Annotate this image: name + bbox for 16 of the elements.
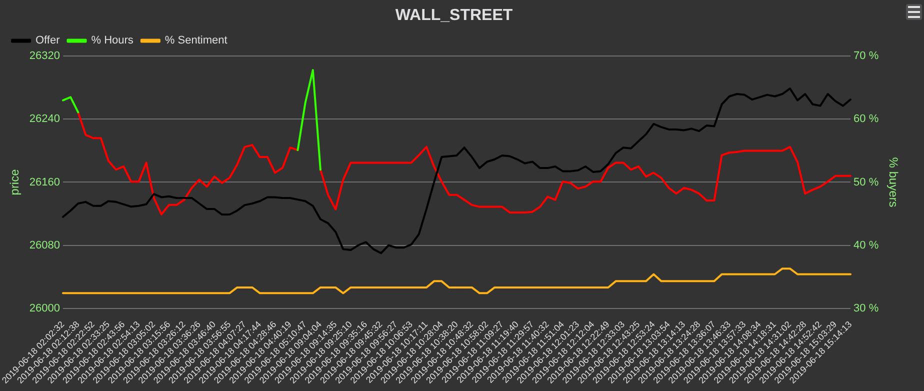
legend-label: % Sentiment (164, 34, 228, 47)
y2-tick-label: 50 % (854, 176, 879, 188)
legend-label: % Hours (91, 34, 134, 47)
y-tick-label: 26000 (29, 302, 60, 314)
y2-tick-label: 70 % (854, 50, 879, 62)
chart-title: WALL_STREET (395, 7, 513, 24)
y-tick-label: 26160 (29, 176, 60, 188)
y-axis-title: price (8, 168, 22, 196)
y2-tick-label: 60 % (854, 113, 879, 126)
y-tick-label: 26080 (29, 239, 60, 252)
legend-label: Offer (36, 34, 60, 47)
y-tick-label: 26240 (29, 113, 60, 126)
y2-tick-label: 40 % (854, 239, 879, 252)
y-tick-label: 26320 (29, 50, 60, 62)
y2-axis-title: % buyers (886, 157, 900, 208)
y2-tick-label: 30 % (854, 302, 879, 314)
